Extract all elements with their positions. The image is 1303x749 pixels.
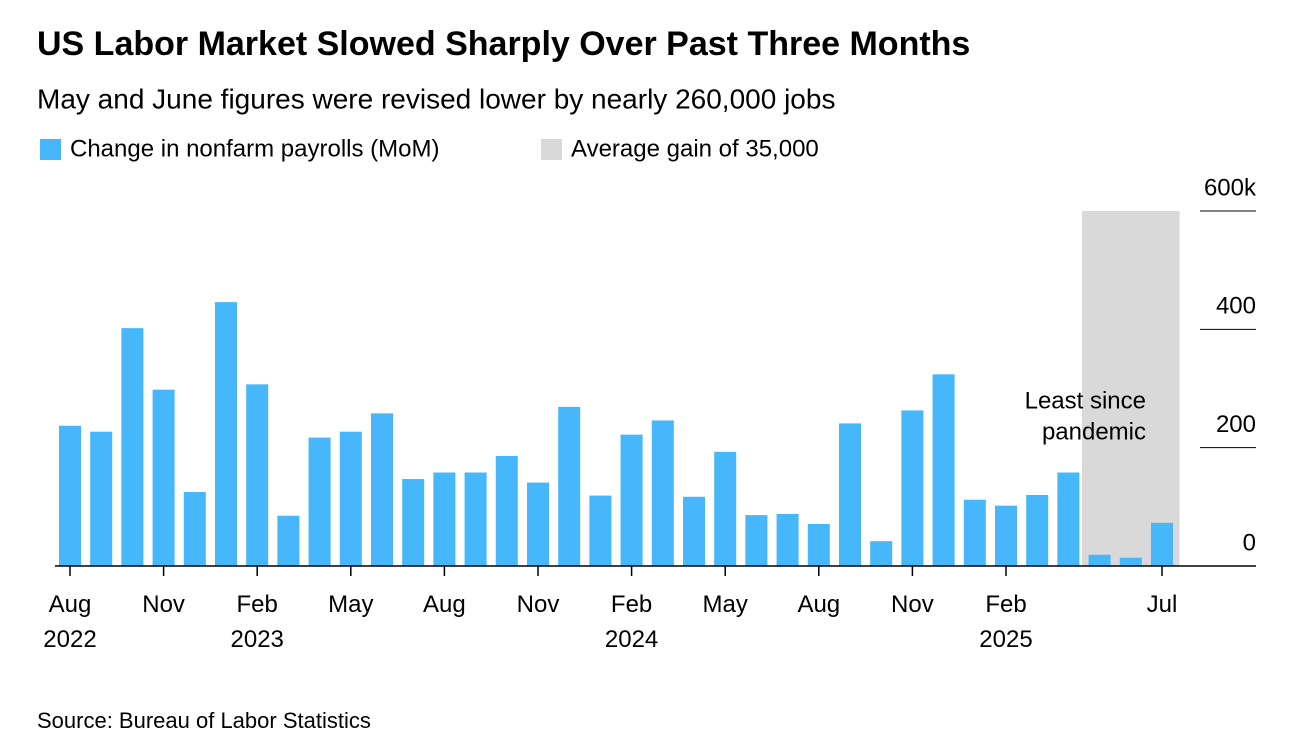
x-tick-label-line: Feb	[237, 591, 278, 618]
x-tick-label: May	[703, 591, 748, 618]
bar	[932, 374, 955, 566]
x-tick-label-line: May	[703, 591, 748, 618]
bar	[527, 482, 549, 566]
bar	[839, 423, 861, 566]
bar	[1026, 495, 1049, 566]
x-tick-label-line: Jul	[1147, 591, 1178, 618]
bar	[121, 328, 144, 566]
x-tick-label: Jul	[1147, 591, 1178, 618]
bar	[1088, 554, 1111, 566]
x-tick-label-line: 2023	[231, 626, 284, 653]
bar	[807, 523, 830, 566]
x-tick-label-line: Feb	[611, 591, 652, 618]
bar	[371, 413, 393, 566]
chart-title: US Labor Market Slowed Sharply Over Past…	[37, 25, 970, 63]
annotation: Least since	[1025, 387, 1146, 414]
x-tick-label-line: 2024	[605, 626, 658, 653]
y-tick-label: 400	[1216, 293, 1256, 320]
bar	[308, 437, 331, 566]
bar	[963, 499, 986, 566]
x-tick-label-line: May	[328, 591, 373, 618]
bar	[683, 496, 705, 566]
highlight-band	[1082, 211, 1180, 566]
bar	[870, 541, 893, 566]
bar	[464, 472, 487, 566]
chart-subtitle: May and June figures were revised lower …	[37, 83, 835, 114]
bar	[152, 389, 175, 566]
bar	[215, 302, 237, 566]
x-tick-label: Aug	[797, 591, 840, 618]
y-tick-label: 0	[1243, 529, 1256, 556]
y-tick-label: 200	[1216, 411, 1256, 438]
bar	[277, 515, 300, 566]
x-tick-label-line: 2025	[979, 626, 1032, 653]
x-tick-label: May	[328, 591, 373, 618]
bar	[558, 406, 581, 566]
bar	[59, 425, 81, 566]
x-tick-label-line: Feb	[985, 591, 1026, 618]
bar	[1151, 522, 1173, 566]
x-tick-label: Aug 2022	[43, 591, 96, 653]
x-tick-label: Feb 2025	[979, 591, 1032, 653]
bar	[651, 420, 674, 566]
y-tick-label: 600k	[1204, 174, 1257, 201]
x-tick-label-line: Aug	[797, 591, 840, 618]
legend-label: Average gain of 35,000	[571, 135, 819, 162]
bar	[1057, 472, 1080, 566]
bar	[1119, 557, 1142, 566]
bar	[620, 434, 643, 566]
bar	[995, 505, 1017, 566]
bar	[339, 431, 362, 566]
bar	[776, 513, 799, 566]
x-tick-label-line: Aug	[423, 591, 466, 618]
x-tick-label: Nov	[891, 591, 934, 618]
x-tick-label: Aug	[423, 591, 466, 618]
legend-swatch	[541, 139, 562, 160]
source: Source: Bureau of Labor Statistics	[37, 708, 371, 733]
x-tick-label-line: 2022	[43, 626, 96, 653]
x-tick-label: Feb 2023	[231, 591, 284, 653]
bar	[901, 410, 924, 566]
legend-label: Change in nonfarm payrolls (MoM)	[70, 135, 439, 162]
bar	[402, 479, 425, 566]
legend-swatch	[40, 139, 61, 160]
x-tick-label: Nov	[142, 591, 185, 618]
bar	[745, 515, 768, 566]
x-tick-label-line: Nov	[517, 591, 560, 618]
x-tick-label-line: Aug	[49, 591, 92, 618]
bar	[246, 384, 269, 566]
x-tick-label-line: Nov	[891, 591, 934, 618]
annotation: pandemic	[1042, 418, 1146, 445]
bar	[495, 455, 518, 566]
x-tick-label: Feb 2024	[605, 591, 658, 653]
x-tick-label-line: Nov	[142, 591, 185, 618]
x-tick-label: Nov	[517, 591, 560, 618]
bar	[90, 431, 113, 566]
bar	[589, 495, 612, 566]
bar	[714, 451, 737, 566]
bar	[183, 492, 206, 566]
bar	[433, 472, 456, 566]
